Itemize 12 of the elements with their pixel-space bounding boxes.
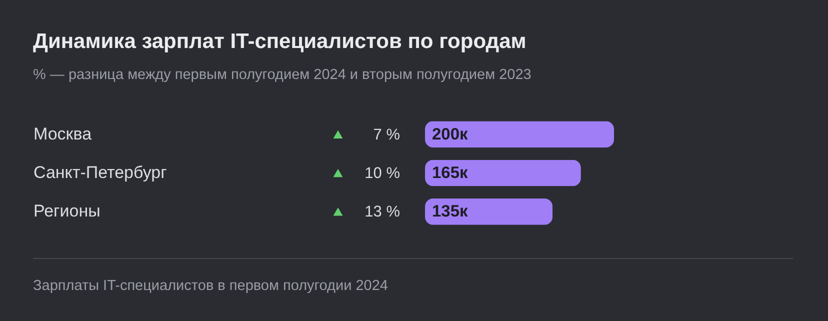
chart-title: Динамика зарплат IT-специалистов по городам [33,30,526,54]
text: 13 % [364,204,400,221]
data-label: 200к [432,125,469,144]
data-label: 165к [432,164,469,182]
y-tick-label: Москва [34,124,92,144]
text: Зарплаты IT-специалистов в первом полугодии 2024 [33,278,388,294]
text: 7 % [373,126,400,144]
data-label: 135к [432,202,469,221]
text: 10 % [364,165,400,182]
y-tick-label: Регионы [34,202,100,221]
y-tick-label: Санкт-Петербург [34,163,167,182]
text: % — разница между первым полугодием 2024 и вторым полугодием 2023 [33,67,532,83]
